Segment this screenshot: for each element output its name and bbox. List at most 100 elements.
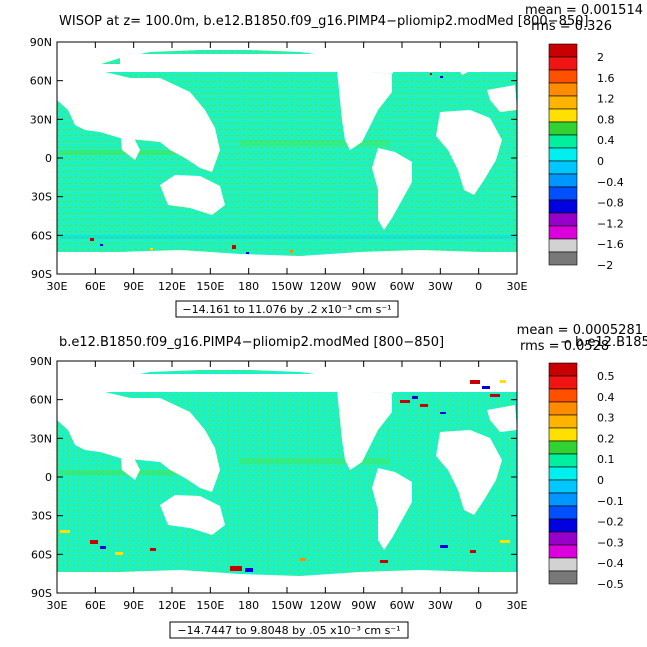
colorbar-swatch	[548, 82, 578, 97]
colorbar-swatch	[548, 173, 578, 188]
colorbar-swatch	[548, 251, 578, 266]
lat-label: 0	[45, 471, 52, 484]
colorbar-swatch	[548, 518, 578, 533]
lon-label: 90E	[123, 280, 144, 293]
lat-label: 90S	[31, 587, 52, 600]
lat-label: 30S	[31, 191, 52, 204]
panel-1: WISOP at z= 100.0m, b.e12.B1850.f09_g16.…	[30, 3, 643, 318]
colorbar-label: 0	[597, 474, 604, 487]
colorbar-label: −0.2	[597, 516, 624, 529]
colorbar-swatch	[548, 531, 578, 546]
panel-2-range-box	[169, 621, 409, 639]
lat-label: 0	[45, 152, 52, 165]
colorbar-label: 0.5	[597, 370, 615, 383]
colorbar-swatch	[548, 95, 578, 110]
colorbar-label: 1.2	[597, 93, 615, 106]
lat-label: 60S	[31, 548, 52, 561]
colorbar-swatch	[548, 160, 578, 175]
colorbar-label: 0.4	[597, 391, 615, 404]
lon-label: 90W	[351, 599, 376, 612]
colorbar-label: 0.1	[597, 453, 615, 466]
lon-label: 30E	[47, 599, 68, 612]
colorbar-swatch	[548, 479, 578, 494]
colorbar-label: −0.1	[597, 495, 624, 508]
colorbar-label: 1.6	[597, 72, 615, 85]
colorbar-swatch	[548, 401, 578, 416]
colorbar-swatch	[548, 440, 578, 455]
colorbar-label: −1.2	[597, 217, 624, 230]
colorbar-label: 0.4	[597, 134, 615, 147]
lon-label: 60W	[390, 599, 415, 612]
colorbar-swatch	[548, 453, 578, 468]
lat-label: 30N	[30, 113, 52, 126]
lat-label: 90S	[31, 268, 52, 281]
lon-label: 60E	[85, 280, 106, 293]
colorbar-label: −0.4	[597, 176, 624, 189]
lon-label: 0	[475, 280, 482, 293]
colorbar-swatch	[548, 505, 578, 520]
lon-label: 30E	[507, 599, 528, 612]
lon-label: 30E	[47, 280, 68, 293]
colorbar-swatch	[548, 56, 578, 71]
colorbar-swatch	[548, 388, 578, 403]
lon-label: 0	[475, 599, 482, 612]
lon-label: 120E	[158, 280, 186, 293]
panel-2-map	[57, 361, 517, 593]
panel-2-hotspots	[60, 380, 510, 572]
lon-label: 150W	[271, 280, 303, 293]
colorbar-swatch	[548, 414, 578, 429]
colorbar-swatch	[548, 362, 578, 377]
panel-2-title: b.e12.B1850.f09_g16.PIMP4−pliomip2.modMe…	[59, 335, 444, 350]
panel-2-mean: mean = 0.0005281	[517, 323, 643, 338]
colorbar-swatch	[548, 238, 578, 253]
lon-label: 150E	[196, 599, 224, 612]
lon-label: 120W	[309, 280, 341, 293]
colorbar-label: 0.3	[597, 412, 615, 425]
colorbar-label: 0.8	[597, 113, 615, 126]
panel-1-mean: mean = 0.001514	[525, 3, 643, 18]
colorbar-swatch	[548, 492, 578, 507]
colorbar-swatch	[548, 466, 578, 481]
panel-1-title: WISOP at z= 100.0m, b.e12.B1850.f09_g16.…	[59, 14, 588, 29]
colorbar-swatch	[548, 186, 578, 201]
lat-label: 30S	[31, 510, 52, 523]
colorbar-swatch	[548, 43, 578, 58]
colorbar-swatch	[548, 427, 578, 442]
colorbar-swatch	[548, 375, 578, 390]
colorbar-label: −0.3	[597, 536, 624, 549]
lon-label: 60W	[390, 280, 415, 293]
panel-2-extra: − b.e12.B1850C5CN.f09	[560, 335, 647, 350]
lon-label: 30E	[507, 280, 528, 293]
lat-label: 60S	[31, 229, 52, 242]
panel-1-range-box	[175, 300, 399, 318]
colorbar-label: −0.4	[597, 557, 624, 570]
panel-1-range-label: −14.161 to 11.076 by .2 x10⁻³ cm s⁻¹	[182, 303, 391, 316]
lat-label: 90N	[30, 36, 52, 49]
lon-label: 90E	[123, 599, 144, 612]
colorbar-swatch	[548, 212, 578, 227]
colorbar-swatch	[548, 225, 578, 240]
lon-label: 120E	[158, 599, 186, 612]
lat-label: 60N	[30, 75, 52, 88]
colorbar-label: 0.2	[597, 432, 615, 445]
panel-1-colorbar: 2 1.6 1.2 0.8 0.4 0 −0.4 −0.8 −1.2 −1.6 −2	[548, 43, 624, 272]
lon-label: 150W	[271, 599, 303, 612]
colorbar-swatch	[548, 134, 578, 149]
panel-2: b.e12.B1850.f09_g16.PIMP4−pliomip2.modMe…	[30, 323, 647, 639]
colorbar-swatch	[548, 570, 578, 585]
colorbar-swatch	[548, 544, 578, 559]
colorbar-label: −0.8	[597, 197, 624, 210]
panel-1-map	[57, 42, 517, 274]
panel-2-colorbar: 0.5 0.4 0.3 0.2 0.1 0 −0.1 −0.2 −0.3 −0.4 −0.5	[548, 362, 624, 591]
colorbar-label: −2	[597, 259, 613, 272]
colorbar-swatch	[548, 199, 578, 214]
lon-label: 150E	[196, 280, 224, 293]
colorbar-label: −1.6	[597, 238, 624, 251]
colorbar-label: −0.5	[597, 578, 624, 591]
colorbar-swatch	[548, 121, 578, 136]
panel-1-rms: rms = 0.326	[531, 19, 612, 34]
lon-label: 180	[238, 280, 259, 293]
